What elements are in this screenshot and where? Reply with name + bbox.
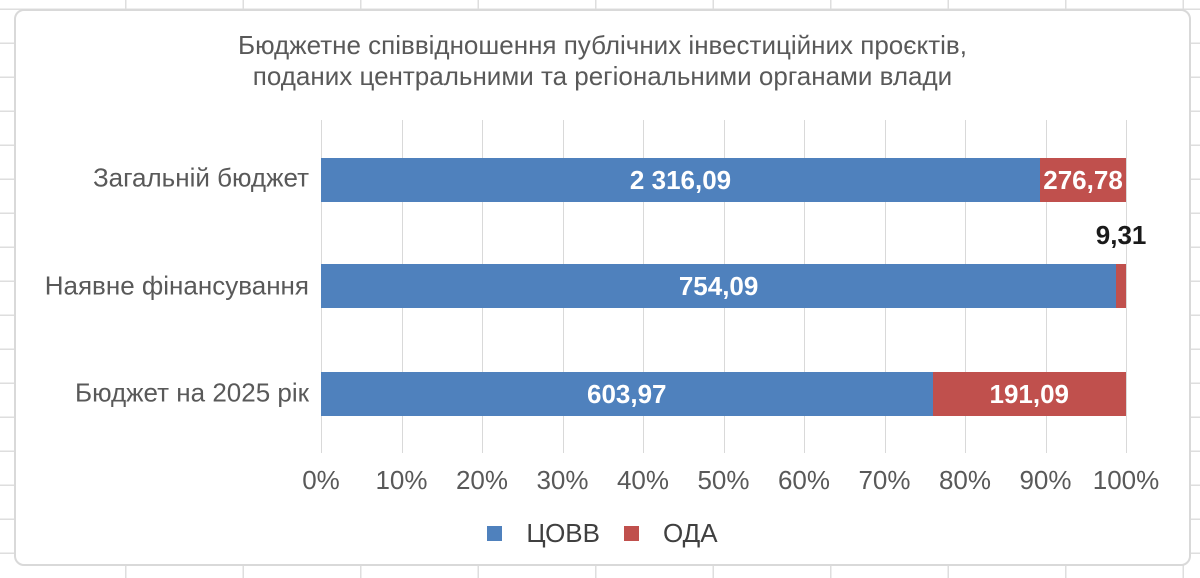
plot-area: 2 316,09 276,78 754,09 9,31 603,97: [321, 120, 1146, 453]
x-tick-label: 10%: [375, 465, 428, 495]
chart-title-line1: Бюджетне співвідношення публічних інвест…: [238, 30, 967, 60]
x-tick-label: 100%: [1092, 465, 1160, 495]
legend-label-oda[interactable]: ОДА: [662, 517, 718, 548]
x-axis: 0% 10% 20% 30% 40% 50% 60% 70% 80% 90% 100%: [302, 465, 1159, 497]
legend-swatch-tsovv[interactable]: [487, 525, 503, 541]
gridline: [1126, 120, 1127, 453]
bar-segment-tsovv[interactable]: 2 316,09: [321, 158, 1041, 202]
x-tick-label: 50%: [697, 465, 750, 495]
category-label: Бюджет на 2025 рік: [75, 377, 309, 408]
bar-row: 2 316,09 276,78: [321, 158, 1126, 202]
bar-segment-oda[interactable]: 276,78: [1040, 158, 1126, 202]
category-label: Загальній бюджет: [92, 162, 309, 193]
bar-segment-oda[interactable]: 191,09: [932, 372, 1126, 416]
bar-row: 754,09 9,31: [321, 220, 1146, 308]
chart-container[interactable]: Бюджетне співвідношення публічних інвест…: [14, 9, 1191, 566]
x-tick-label: 40%: [616, 465, 670, 495]
x-tick-label: 20%: [455, 465, 509, 495]
bar-segment-oda[interactable]: 9,31: [1096, 220, 1146, 308]
data-label: 754,09: [678, 270, 759, 301]
data-label: 191,09: [989, 378, 1070, 409]
bar-row: 603,97 191,09: [321, 372, 1126, 416]
y-axis-category-labels: Загальній бюджет Наявне фінансування Бюд…: [16, 11, 309, 564]
x-tick-label: 30%: [536, 465, 589, 495]
data-label: 603,97: [586, 378, 667, 409]
data-label-outside: 9,31: [1095, 220, 1147, 250]
x-tick-label: 80%: [938, 465, 992, 495]
x-tick-label: 70%: [858, 465, 911, 495]
x-tick-label: 60%: [777, 465, 831, 495]
legend-label-tsovv[interactable]: ЦОВВ: [526, 517, 600, 548]
chart-title: Бюджетне співвідношення публічних інвест…: [16, 30, 1189, 92]
data-label: 276,78: [1043, 164, 1123, 195]
category-label: Наявне фінансування: [44, 270, 309, 301]
chart-title-line2: поданих центральними та регіональними ор…: [252, 61, 953, 91]
x-tick-label: 90%: [1019, 465, 1072, 495]
legend-swatch-oda[interactable]: [623, 525, 639, 541]
x-tick-label: 0%: [302, 465, 340, 495]
legend: ЦОВВ ОДА: [16, 517, 1189, 549]
bar-segment-tsovv[interactable]: 603,97: [321, 372, 933, 416]
bar-segment-tsovv[interactable]: 754,09: [321, 264, 1117, 308]
data-label: 2 316,09: [629, 164, 732, 195]
